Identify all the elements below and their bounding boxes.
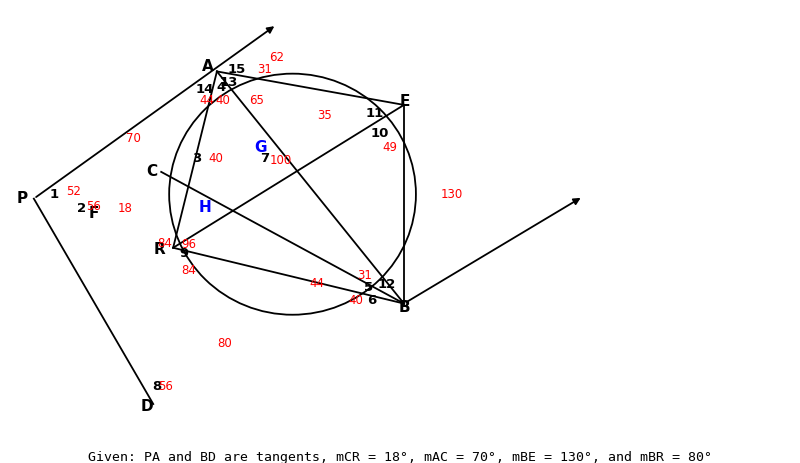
Text: R: R — [154, 242, 166, 257]
Text: 56: 56 — [86, 200, 101, 213]
Text: 5: 5 — [363, 282, 373, 294]
Text: 65: 65 — [250, 94, 264, 107]
Text: F: F — [88, 206, 98, 221]
Text: 3: 3 — [192, 152, 202, 165]
Text: B: B — [399, 300, 410, 315]
Text: 9: 9 — [179, 247, 188, 260]
Text: Given: PA and BD are tangents, mCR = 18°, mAC = 70°, mBE = 130°, and mBR = 80°: Given: PA and BD are tangents, mCR = 18°… — [88, 451, 712, 463]
Text: 40: 40 — [216, 94, 230, 107]
Text: 70: 70 — [126, 132, 141, 145]
Text: 10: 10 — [371, 127, 390, 140]
Text: 96: 96 — [182, 238, 197, 251]
Text: 56: 56 — [158, 380, 173, 393]
Text: 11: 11 — [366, 107, 384, 120]
Text: P: P — [16, 191, 27, 206]
Text: 49: 49 — [382, 141, 397, 154]
Text: H: H — [198, 200, 211, 215]
Text: 15: 15 — [228, 63, 246, 75]
Text: C: C — [146, 164, 158, 179]
Text: 35: 35 — [317, 109, 332, 122]
Text: 40: 40 — [349, 294, 364, 307]
Text: 84: 84 — [158, 237, 173, 250]
Text: 130: 130 — [441, 188, 463, 200]
Text: 2: 2 — [77, 202, 86, 215]
Text: 40: 40 — [208, 152, 222, 165]
Text: 84: 84 — [182, 263, 197, 276]
Text: 62: 62 — [269, 50, 284, 63]
Text: 6: 6 — [367, 294, 377, 307]
Text: 44: 44 — [309, 277, 324, 290]
Text: 7: 7 — [260, 152, 270, 165]
Text: 44: 44 — [200, 94, 215, 107]
Text: 1: 1 — [49, 188, 58, 200]
Text: 8: 8 — [153, 380, 162, 393]
Text: 52: 52 — [66, 186, 81, 199]
Text: G: G — [254, 140, 267, 155]
Text: 13: 13 — [220, 76, 238, 89]
Text: A: A — [202, 59, 214, 74]
Text: 31: 31 — [357, 269, 372, 282]
Text: 12: 12 — [378, 278, 395, 291]
Text: 31: 31 — [258, 63, 272, 75]
Text: E: E — [399, 94, 410, 109]
Text: 100: 100 — [270, 154, 292, 167]
Text: D: D — [141, 399, 153, 414]
Text: 80: 80 — [218, 337, 232, 350]
Text: 4: 4 — [216, 81, 226, 94]
Text: 14: 14 — [196, 83, 214, 96]
Text: 18: 18 — [118, 202, 133, 215]
